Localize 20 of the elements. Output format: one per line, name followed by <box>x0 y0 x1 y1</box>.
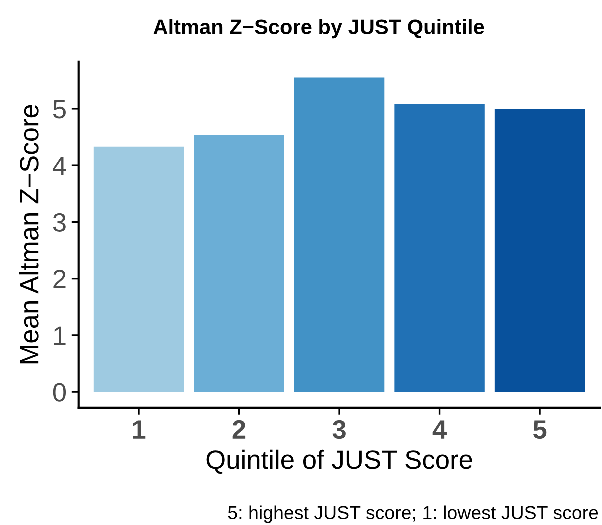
bar <box>394 104 485 392</box>
y-tick-label: 0 <box>53 383 66 402</box>
y-tick-label: 2 <box>54 270 66 288</box>
text: 5: highest JUST score; 1: lowest JUST score <box>228 506 598 524</box>
bar <box>294 78 385 392</box>
chart-title: Altman Z−Score by JUST Quintile <box>154 19 484 39</box>
bar <box>94 146 184 392</box>
x-axis-title: Quintile of JUST Score <box>206 450 472 474</box>
x-tick-label: 1 <box>133 420 146 439</box>
y-tick-label: 4 <box>52 156 66 176</box>
y-tick-label: 5 <box>53 100 66 119</box>
y-tick-label: 1 <box>54 326 66 346</box>
x-tick-label: 2 <box>232 420 246 439</box>
x-tick-label: 5 <box>534 420 547 440</box>
x-tick-label: 4 <box>432 420 447 439</box>
x-tick-label: 3 <box>332 420 346 440</box>
bar <box>494 110 586 392</box>
y-tick-label: 3 <box>53 213 66 232</box>
bar <box>194 134 284 392</box>
y-axis-title: Mean Altman Z−Score <box>19 105 39 364</box>
